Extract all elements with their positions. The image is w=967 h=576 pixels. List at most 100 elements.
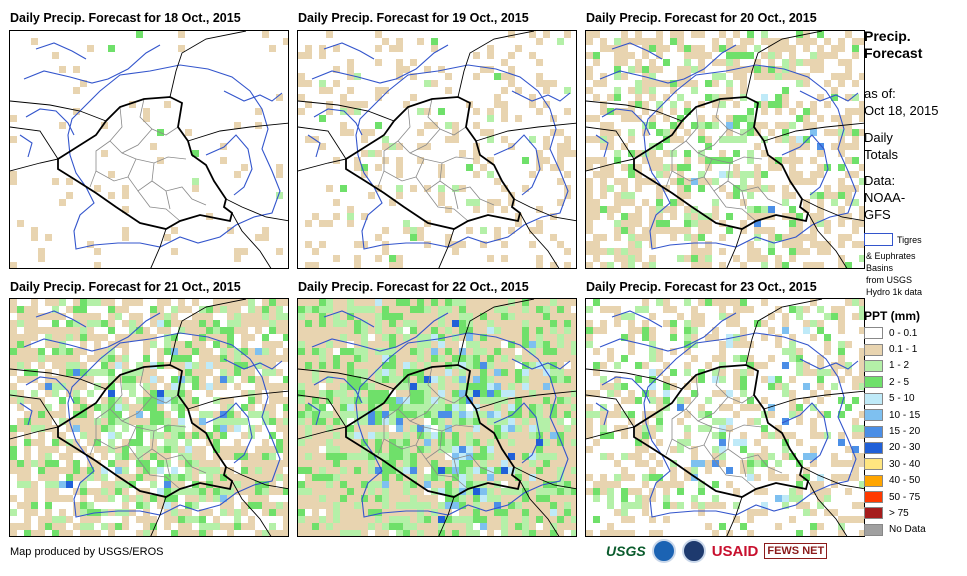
precip-cell [319, 502, 326, 509]
precip-cell [129, 327, 136, 334]
precip-cell [354, 355, 361, 362]
precip-cell [733, 150, 740, 157]
precip-cell [494, 299, 501, 306]
precip-cell [859, 460, 864, 467]
precip-cell [726, 227, 733, 234]
precip-cell [248, 460, 255, 467]
precip-cell [536, 509, 543, 516]
precip-cell [101, 495, 108, 502]
precip-cell [333, 327, 340, 334]
precip-cell [389, 320, 396, 327]
precip-cell [571, 530, 576, 536]
precip-cell [593, 327, 600, 334]
precip-cell [333, 488, 340, 495]
precip-cell [396, 495, 403, 502]
precip-cell [382, 404, 389, 411]
precip-cell [319, 453, 326, 460]
precip-cell [73, 418, 80, 425]
precip-cell [269, 481, 276, 488]
precip-cell [368, 439, 375, 446]
province-border [439, 162, 495, 206]
precip-cell [150, 411, 157, 418]
precip-cell [452, 185, 459, 192]
precip-cell [705, 241, 712, 248]
precip-cell [445, 313, 452, 320]
precip-cell [649, 495, 656, 502]
basin-label-3: Basins [866, 263, 894, 273]
precip-cell [487, 299, 494, 306]
precip-cell [789, 241, 796, 248]
precip-cell [501, 432, 508, 439]
precip-cell [389, 439, 396, 446]
precip-cell [803, 320, 810, 327]
precip-cell [185, 320, 192, 327]
precip-cell [375, 164, 382, 171]
precip-cell [305, 446, 312, 453]
neighbor-border [586, 158, 635, 172]
precip-cell [431, 313, 438, 320]
precip-cell [305, 453, 312, 460]
precip-cell [375, 488, 382, 495]
precip-cell [389, 502, 396, 509]
precip-cell [375, 327, 382, 334]
precip-cell [45, 383, 52, 390]
precip-cell [564, 334, 571, 341]
precip-cell [185, 530, 192, 536]
precip-cell [564, 150, 571, 157]
precip-cell [838, 355, 845, 362]
precip-cell [24, 446, 31, 453]
precip-cell [10, 509, 17, 516]
precip-cell [845, 369, 852, 376]
precip-cell [564, 446, 571, 453]
precip-cell [410, 516, 417, 523]
precip-cell [586, 446, 593, 453]
precip-cell [248, 313, 255, 320]
precip-cell [719, 369, 726, 376]
precip-cell [656, 31, 663, 38]
precip-cell [171, 530, 178, 536]
precip-cell [642, 227, 649, 234]
precip-cell [164, 474, 171, 481]
precip-cell [684, 320, 691, 327]
precip-cell [473, 369, 480, 376]
precip-cell [698, 488, 705, 495]
precip-cell [424, 495, 431, 502]
precip-cell [859, 206, 864, 213]
province-border [423, 424, 475, 432]
precip-cell [122, 523, 129, 530]
precip-cell [607, 523, 614, 530]
precip-grid [586, 31, 864, 268]
precip-cell [143, 453, 150, 460]
precip-cell [614, 45, 621, 52]
precip-cell [354, 474, 361, 481]
precip-cell [326, 453, 333, 460]
precip-cell [171, 432, 178, 439]
precip-cell [649, 150, 656, 157]
precip-cell [684, 59, 691, 66]
precip-cell [796, 313, 803, 320]
precip-cell [747, 66, 754, 73]
precip-cell [305, 376, 312, 383]
precip-cell [508, 31, 515, 38]
precip-cell [656, 101, 663, 108]
precip-cell [108, 376, 115, 383]
precip-cell [810, 262, 817, 268]
precip-cell [410, 59, 417, 66]
precip-cell [319, 369, 326, 376]
precip-cell [586, 248, 593, 255]
precip-cell [108, 418, 115, 425]
precip-cell [684, 164, 691, 171]
precip-cell [312, 460, 319, 467]
precip-cell [838, 523, 845, 530]
precip-cell [438, 439, 445, 446]
precip-cell [515, 460, 522, 467]
precip-cell [473, 495, 480, 502]
precip-cell [410, 376, 417, 383]
precip-cell [817, 213, 824, 220]
precip-cell [494, 488, 501, 495]
basin-outline-swatch [864, 233, 893, 246]
precip-cell [206, 432, 213, 439]
map-canvas [10, 31, 288, 268]
precip-cell [614, 192, 621, 199]
precip-cell [522, 369, 529, 376]
